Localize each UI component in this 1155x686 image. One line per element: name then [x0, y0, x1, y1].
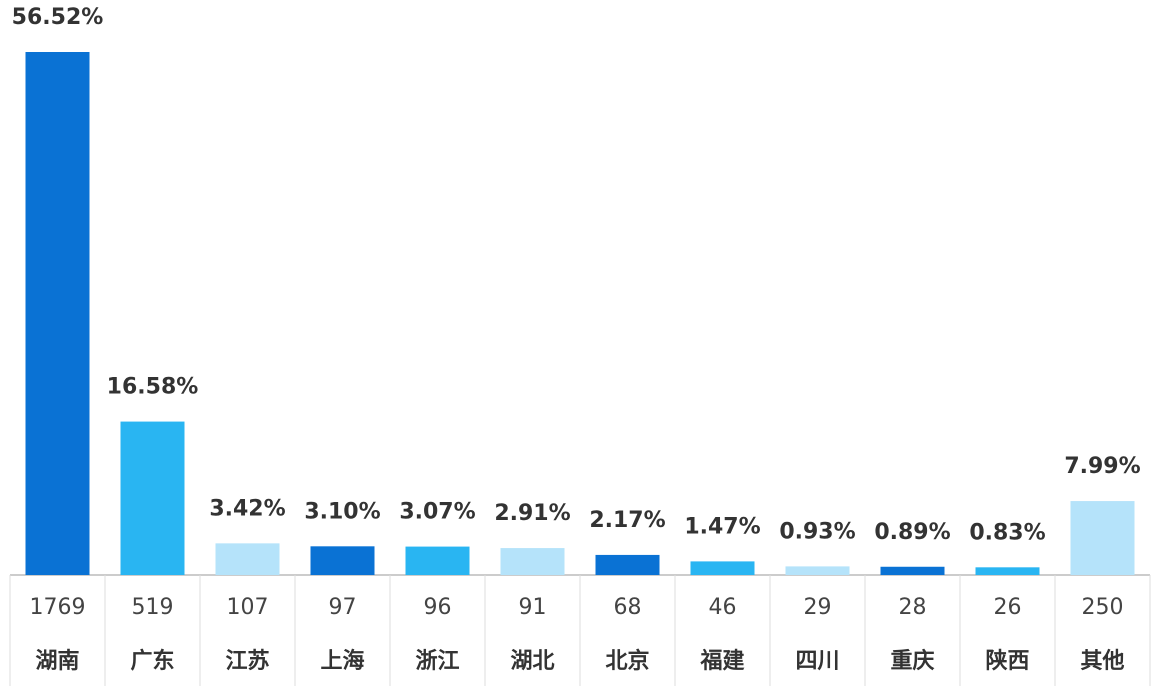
value-label: 2.17% — [589, 508, 665, 533]
value-label: 7.99% — [1064, 454, 1140, 479]
value-label: 1.47% — [684, 514, 760, 539]
x-tick-label: 上海 — [320, 648, 364, 674]
x-tick-label: 浙江 — [415, 649, 459, 674]
count-label: 68 — [614, 595, 642, 620]
value-label: 2.91% — [494, 501, 570, 526]
value-label: 16.58% — [107, 375, 199, 400]
value-label: 3.07% — [399, 500, 475, 525]
bar — [690, 561, 755, 575]
bar — [785, 566, 850, 575]
bar — [975, 567, 1040, 575]
count-label: 250 — [1082, 595, 1124, 620]
count-label: 107 — [227, 595, 269, 620]
bar — [215, 543, 280, 575]
count-label: 29 — [804, 595, 832, 620]
bar — [1070, 501, 1135, 575]
x-tick-label: 陕西 — [985, 649, 1029, 674]
x-tick-label: 广东 — [130, 648, 174, 674]
x-tick-label: 北京 — [605, 648, 649, 674]
value-label: 56.52% — [12, 5, 104, 30]
count-label: 1769 — [30, 595, 86, 620]
bar — [120, 421, 185, 575]
x-tick-label: 四川 — [795, 649, 839, 674]
count-label: 91 — [519, 595, 547, 620]
bar — [310, 546, 375, 575]
count-label: 97 — [329, 595, 357, 620]
x-tick-label: 其他 — [1080, 649, 1124, 674]
x-tick-label: 江苏 — [225, 648, 269, 674]
value-label: 3.10% — [304, 499, 380, 524]
count-label: 519 — [132, 595, 174, 620]
bar — [595, 554, 660, 575]
x-tick-label: 重庆 — [890, 648, 934, 674]
count-label: 46 — [709, 595, 737, 620]
count-label: 26 — [994, 595, 1022, 620]
x-tick-label: 福建 — [699, 649, 744, 674]
count-label: 28 — [899, 595, 927, 620]
value-label: 0.93% — [779, 519, 855, 544]
count-label: 96 — [424, 595, 452, 620]
value-label: 3.42% — [209, 496, 285, 521]
value-label: 0.89% — [874, 520, 950, 545]
value-label: 0.83% — [969, 520, 1045, 545]
x-tick-label: 湖北 — [510, 649, 554, 674]
bar — [500, 548, 565, 575]
bar — [880, 566, 945, 575]
bar — [405, 546, 470, 575]
x-tick-label: 湖南 — [35, 649, 79, 674]
bar — [25, 52, 90, 575]
